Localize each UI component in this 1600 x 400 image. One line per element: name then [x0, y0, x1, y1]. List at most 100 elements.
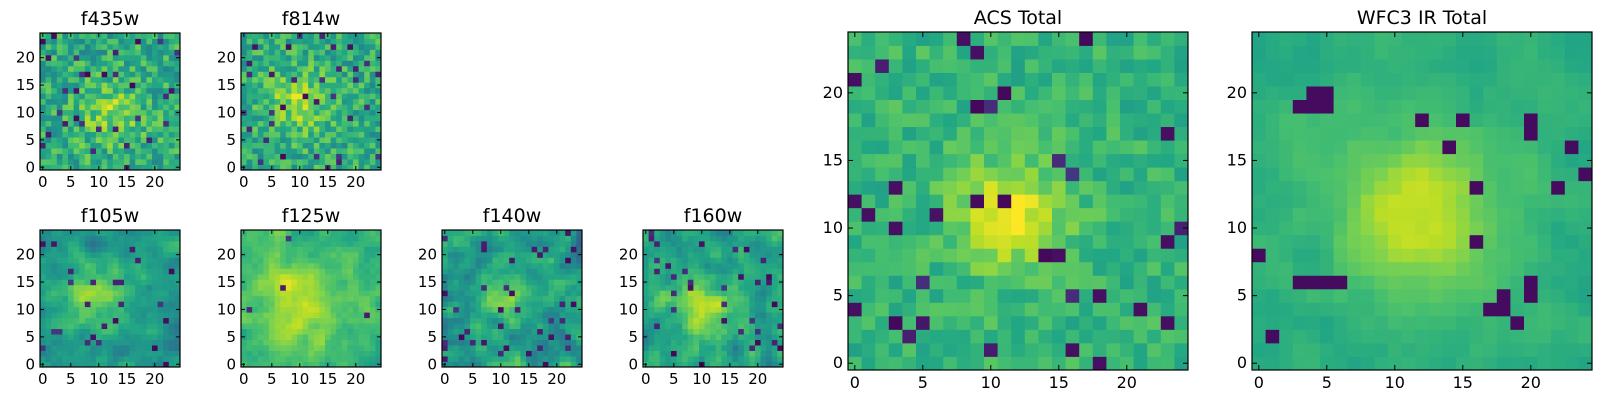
- heatmap-cell: [565, 235, 572, 242]
- heatmap-cell: [699, 295, 705, 302]
- x-tick-label: 10: [290, 173, 309, 191]
- heatmap-cell: [375, 290, 382, 297]
- heatmap-cell: [1160, 86, 1175, 100]
- heatmap-cell: [135, 137, 142, 143]
- heatmap-cell: [503, 246, 510, 253]
- heatmap-cell: [442, 323, 448, 330]
- heatmap-cell: [542, 257, 549, 264]
- heatmap-cell: [492, 240, 499, 247]
- heatmap-cell: [1415, 302, 1430, 317]
- heatmap-cell: [163, 306, 170, 313]
- heatmap-cell: [79, 334, 86, 340]
- heatmap-cell: [79, 345, 86, 351]
- heatmap-cell: [62, 251, 69, 258]
- heatmap-cell: [481, 262, 488, 269]
- heatmap-cell: [755, 268, 761, 275]
- heatmap-cell: [1052, 32, 1066, 46]
- heatmap-cell: [721, 339, 728, 346]
- heatmap-cell: [481, 246, 488, 253]
- heatmap-cell: [570, 240, 577, 247]
- heatmap-cell: [330, 87, 337, 94]
- heatmap-cell: [777, 230, 784, 236]
- heatmap-cell: [51, 43, 58, 50]
- heatmap-cell: [302, 273, 309, 280]
- heatmap-cell: [929, 45, 944, 60]
- heatmap-cell: [648, 339, 655, 346]
- heatmap-cell: [1147, 59, 1162, 73]
- heatmap-cell: [313, 164, 320, 171]
- heatmap-cell: [509, 257, 516, 264]
- heatmap-cell: [319, 306, 326, 313]
- heatmap-cell: [353, 98, 359, 105]
- heatmap-cell: [766, 273, 773, 280]
- heatmap-cell: [1537, 329, 1552, 344]
- heatmap-cell: [710, 350, 717, 357]
- heatmap-cell: [135, 339, 142, 346]
- heatmap-cell: [715, 295, 722, 302]
- heatmap-cell: [56, 295, 63, 302]
- heatmap-cell: [464, 301, 471, 308]
- heatmap-cell: [325, 109, 331, 116]
- heatmap-cell: [453, 257, 460, 264]
- heatmap-cell: [1133, 234, 1148, 249]
- heatmap-cell: [537, 251, 544, 258]
- heatmap-cell: [514, 328, 521, 335]
- heatmap-cell: [347, 43, 354, 50]
- heatmap-cell: [146, 131, 153, 138]
- x-tick-label: 5: [468, 370, 478, 388]
- heatmap-cell: [554, 334, 560, 340]
- heatmap-cell: [73, 356, 80, 362]
- heatmap-cell: [325, 295, 331, 302]
- heatmap-cell: [285, 306, 292, 313]
- heatmap-cell: [90, 131, 97, 138]
- heatmap-cell: [146, 273, 153, 280]
- heatmap-cell: [157, 104, 164, 111]
- heatmap-cell: [687, 251, 694, 258]
- heatmap-cell: [749, 257, 756, 264]
- heatmap-cell: [347, 65, 354, 72]
- heatmap-cell: [291, 284, 298, 291]
- heatmap-cell: [676, 240, 683, 247]
- heatmap-cell: [285, 54, 292, 61]
- heatmap-cell: [308, 87, 315, 94]
- heatmap-cell: [1133, 248, 1148, 263]
- heatmap-cell: [336, 345, 343, 351]
- heatmap-cell: [464, 328, 471, 335]
- heatmap-cell: [84, 334, 91, 340]
- heatmap-cell: [330, 43, 337, 50]
- heatmap-cell: [1428, 261, 1443, 276]
- heatmap-cell: [118, 306, 125, 313]
- heatmap-cell: [325, 328, 331, 335]
- y-tick-label: 0: [833, 353, 843, 372]
- heatmap-cell: [274, 98, 281, 105]
- heatmap-cells: [40, 33, 181, 171]
- heatmap-cell: [51, 345, 58, 351]
- heatmap-cell: [458, 235, 465, 242]
- heatmap-cell: [168, 82, 175, 89]
- heatmap-cell: [313, 361, 320, 368]
- heatmap-cell: [1011, 234, 1026, 249]
- heatmap-cell: [101, 159, 108, 165]
- heatmap-cell: [257, 93, 264, 100]
- heatmap-cell: [79, 323, 86, 330]
- heatmap-cell: [146, 148, 153, 154]
- heatmap-cell: [1174, 194, 1189, 209]
- heatmap-cell: [347, 120, 354, 127]
- heatmap-cell: [458, 345, 465, 351]
- heatmap-cell: [313, 60, 320, 67]
- heatmap-cell: [648, 251, 655, 258]
- heatmap-cell: [68, 284, 74, 291]
- heatmap-cell: [738, 356, 745, 362]
- heatmap-cell: [1374, 288, 1389, 303]
- heatmap-cell: [576, 284, 583, 291]
- heatmap-cell: [246, 345, 253, 351]
- heatmap-cell: [246, 246, 253, 253]
- heatmap-cell: [902, 329, 917, 344]
- heatmap-cell: [766, 262, 773, 269]
- heatmap-cell: [682, 328, 689, 335]
- heatmap-cell: [665, 301, 672, 308]
- heatmap-cell: [888, 59, 903, 73]
- heatmap-cell: [749, 284, 756, 291]
- heatmap-cell: [285, 33, 292, 39]
- heatmap-cell: [274, 71, 281, 78]
